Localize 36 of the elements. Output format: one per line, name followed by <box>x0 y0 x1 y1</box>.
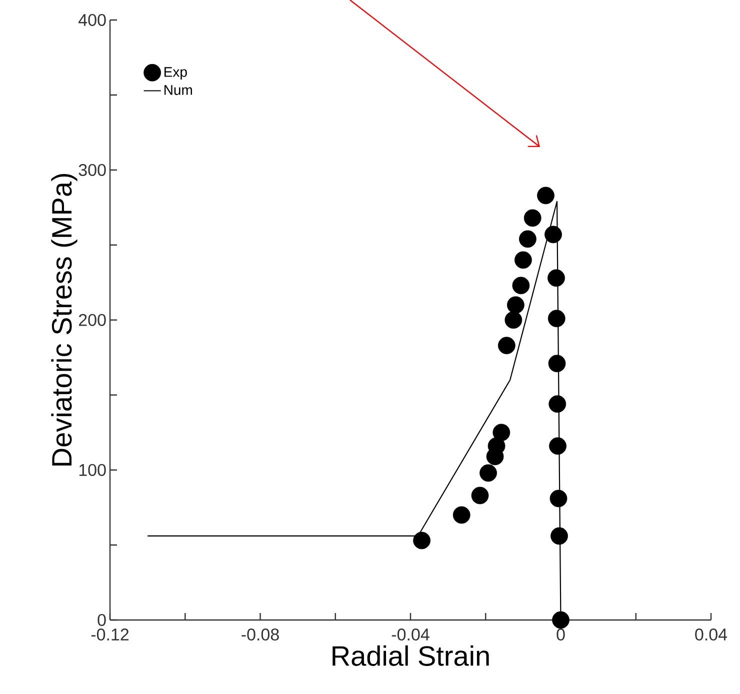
x-tick-label: 0.04 <box>695 628 728 641</box>
y-tick-label: 400 <box>78 14 106 26</box>
point <box>550 490 568 508</box>
point <box>524 209 542 227</box>
point <box>506 296 524 314</box>
legend-label: Num <box>164 85 192 95</box>
x-tick-label: -0.08 <box>242 628 279 641</box>
point <box>550 527 568 545</box>
point <box>548 269 565 287</box>
y-tick-label: 0 <box>98 614 106 626</box>
point <box>480 464 497 482</box>
point <box>514 251 532 269</box>
point <box>549 437 566 455</box>
point <box>452 506 470 524</box>
point <box>548 310 566 328</box>
y-tick-label: 200 <box>78 314 106 326</box>
y-axis-title: Deviatoric Stress (MPa) <box>51 174 78 466</box>
point <box>544 226 562 244</box>
point <box>537 186 554 204</box>
point <box>548 395 566 413</box>
point <box>552 611 570 629</box>
point <box>512 276 530 294</box>
point <box>492 424 510 442</box>
point <box>504 311 522 329</box>
x-tick-label: -0.04 <box>392 628 430 641</box>
point <box>548 354 566 372</box>
point <box>498 336 516 354</box>
x-tick-label: -0.12 <box>91 628 129 641</box>
y-tick-label: 100 <box>79 464 106 476</box>
y-tick-label: 300 <box>78 164 106 176</box>
x-axis-title: Radial Strain <box>332 645 489 666</box>
x-tick-label: 0 <box>556 628 565 641</box>
point <box>519 230 536 248</box>
legend-label: Exp <box>164 67 187 80</box>
point <box>413 532 430 550</box>
point <box>471 486 489 504</box>
